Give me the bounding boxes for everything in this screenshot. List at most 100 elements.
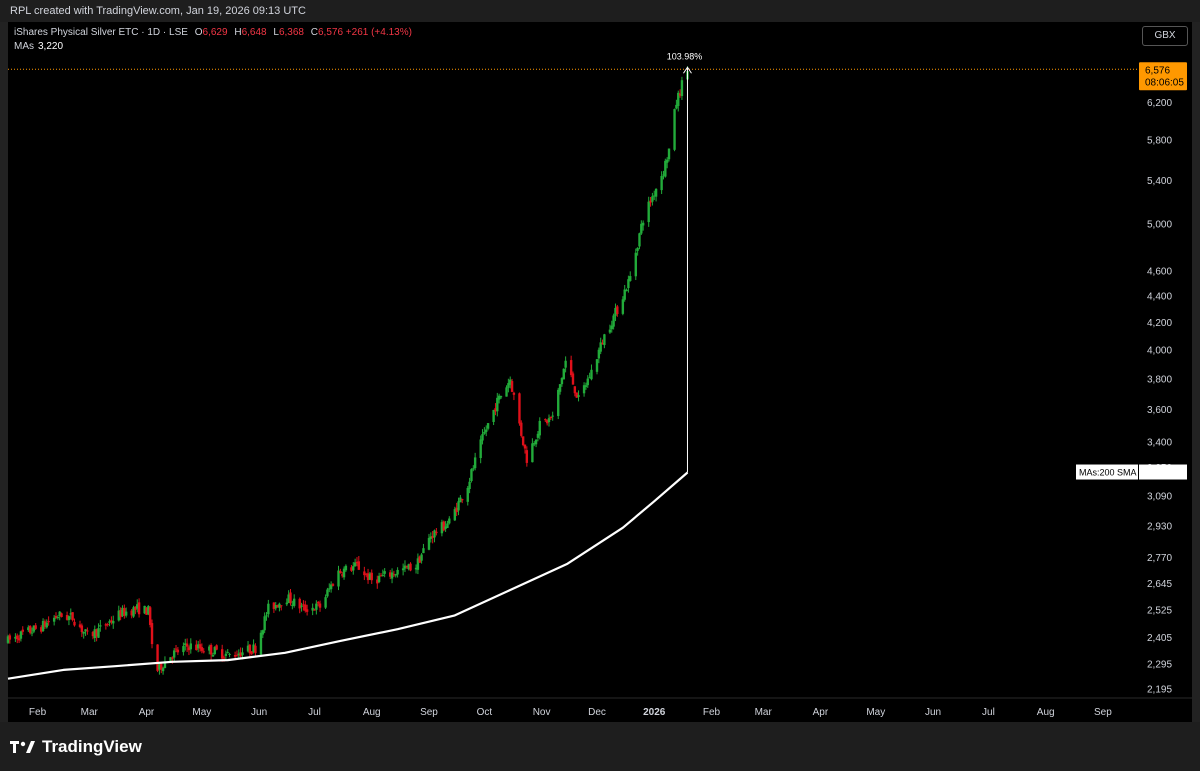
candle-body xyxy=(357,561,361,570)
candle xyxy=(289,589,292,606)
candle-body xyxy=(551,415,554,417)
candle-body xyxy=(427,537,431,550)
measure-arrow-head xyxy=(683,66,692,74)
candle xyxy=(377,572,381,584)
candle xyxy=(534,438,538,448)
candle-body xyxy=(599,342,602,352)
candle xyxy=(396,567,399,578)
candle-body xyxy=(237,653,241,656)
candle xyxy=(285,598,289,607)
candle-body xyxy=(510,381,514,392)
candle xyxy=(324,594,327,610)
candle xyxy=(558,384,562,395)
candle-body xyxy=(313,609,316,611)
candle-body xyxy=(315,603,318,610)
candle xyxy=(577,390,580,402)
price-tick-label: 2,930 xyxy=(1147,521,1172,532)
candle-body xyxy=(280,605,283,607)
candle-body xyxy=(95,629,98,637)
candle xyxy=(200,643,204,654)
candle-body xyxy=(641,222,645,226)
candle xyxy=(510,378,514,393)
currency-button[interactable]: GBX xyxy=(1142,26,1188,46)
candle xyxy=(481,429,484,445)
ma-legend[interactable]: MAs 3,220 xyxy=(14,41,63,52)
candle xyxy=(311,603,314,616)
tradingview-logo[interactable]: TradingView xyxy=(10,737,142,757)
candle-body xyxy=(99,625,102,627)
candle-body xyxy=(492,409,495,422)
time-tick-label: Oct xyxy=(477,707,493,718)
candle xyxy=(17,634,21,643)
candle xyxy=(582,382,586,397)
candle-body xyxy=(248,644,252,654)
candle xyxy=(95,628,98,642)
candle xyxy=(28,625,32,635)
candle xyxy=(629,271,632,282)
candle-body xyxy=(93,629,96,638)
candle-body xyxy=(520,422,523,436)
candle xyxy=(215,644,218,651)
candle xyxy=(401,563,405,576)
candle-body xyxy=(590,369,593,380)
candle xyxy=(499,395,503,399)
candle-body xyxy=(19,631,23,639)
candle-body xyxy=(274,605,277,609)
candle xyxy=(8,633,12,644)
candle xyxy=(60,612,63,618)
candle-body xyxy=(571,373,575,385)
candle xyxy=(156,644,159,673)
candle-body xyxy=(366,573,370,581)
time-tick-label: Nov xyxy=(533,707,551,718)
chart-area[interactable] xyxy=(8,22,1192,722)
ma-axis-marker xyxy=(1139,464,1187,480)
candle xyxy=(30,627,34,637)
ma-label: MAs xyxy=(14,41,34,52)
candle-body xyxy=(316,602,320,604)
candle xyxy=(442,520,445,532)
candle-body xyxy=(228,653,231,655)
candle-body xyxy=(52,617,56,622)
candle xyxy=(431,530,434,544)
candle-body xyxy=(276,605,279,608)
candle-body xyxy=(298,598,301,609)
close-value: 6,576 xyxy=(317,27,344,38)
candle-body xyxy=(512,392,516,395)
candle-body xyxy=(557,389,560,417)
candle xyxy=(518,392,521,426)
candle xyxy=(315,600,318,615)
candle xyxy=(453,506,457,522)
candle-body xyxy=(505,387,508,397)
candle xyxy=(584,382,588,390)
candle-body xyxy=(616,306,619,315)
candle xyxy=(342,566,346,580)
candle xyxy=(318,600,322,612)
candle-body xyxy=(627,279,630,289)
candle xyxy=(662,170,665,180)
candle-body xyxy=(370,572,373,581)
candle xyxy=(355,557,359,567)
candle-body xyxy=(521,436,525,446)
candle xyxy=(612,313,615,330)
candle-body xyxy=(292,598,296,606)
candle-body xyxy=(446,523,449,528)
candle xyxy=(407,563,410,571)
candle xyxy=(40,625,43,634)
candle-body xyxy=(629,276,632,281)
time-tick-label: 2026 xyxy=(643,707,666,718)
candle xyxy=(147,605,150,616)
candle xyxy=(71,612,74,622)
symbol-legend[interactable]: iShares Physical Silver ETC · 1D · LSE O… xyxy=(14,27,412,38)
candle xyxy=(586,375,589,388)
candle-body xyxy=(525,450,529,463)
time-tick-label: Jun xyxy=(925,707,941,718)
candle-body xyxy=(195,644,198,651)
candle-body xyxy=(226,652,229,654)
candle-body xyxy=(365,574,368,576)
candle xyxy=(239,647,242,660)
candle-body xyxy=(638,233,641,247)
time-tick-label: Aug xyxy=(363,707,381,718)
candle-body xyxy=(433,530,436,538)
candle-body xyxy=(32,625,36,632)
